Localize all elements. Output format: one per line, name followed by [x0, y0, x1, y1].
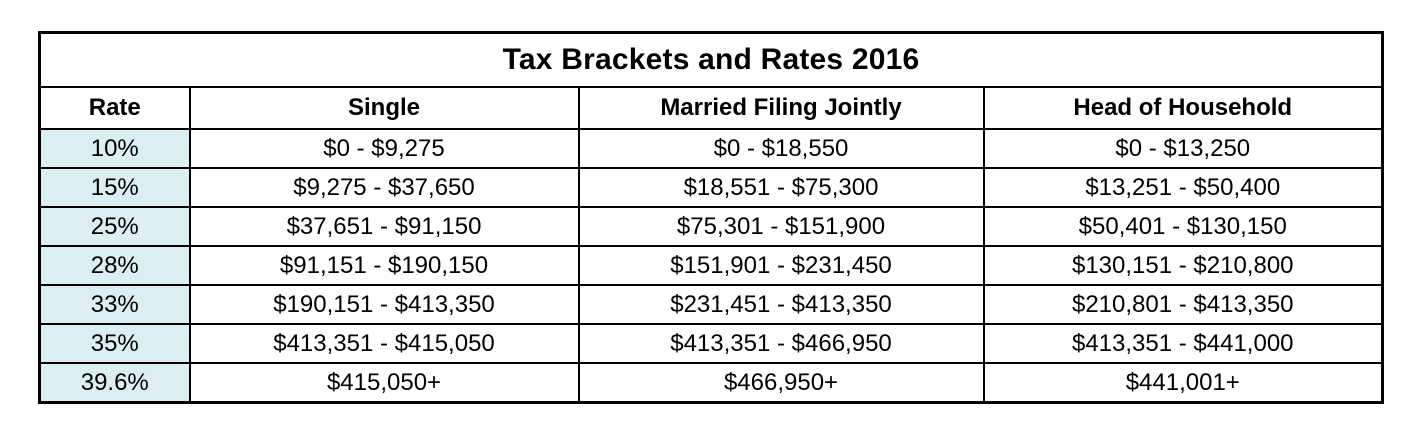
tax-brackets-table: Tax Brackets and Rates 2016 Rate Single …	[38, 31, 1384, 404]
rate-cell: 15%	[38, 167, 191, 208]
table-row: 25% $37,651 - $91,150 $75,301 - $151,900…	[38, 206, 1384, 247]
single-range-cell: $91,151 - $190,150	[188, 245, 580, 286]
single-range-cell: $415,050+	[188, 362, 580, 404]
table-header-row: Rate Single Married Filing Jointly Head …	[38, 86, 1384, 130]
table-row: 15% $9,275 - $37,650 $18,551 - $75,300 $…	[38, 167, 1384, 208]
column-header-married-filing-jointly: Married Filing Jointly	[577, 86, 985, 130]
rate-cell: 33%	[38, 284, 191, 325]
rate-cell: 28%	[38, 245, 191, 286]
single-range-cell: $190,151 - $413,350	[188, 284, 580, 325]
married-range-cell: $413,351 - $466,950	[577, 323, 985, 364]
hoh-range-cell: $210,801 - $413,350	[982, 284, 1384, 325]
rate-cell: 10%	[38, 128, 191, 169]
hoh-range-cell: $441,001+	[982, 362, 1384, 404]
rate-cell: 35%	[38, 323, 191, 364]
married-range-cell: $231,451 - $413,350	[577, 284, 985, 325]
married-range-cell: $151,901 - $231,450	[577, 245, 985, 286]
column-header-rate: Rate	[38, 86, 191, 130]
married-range-cell: $18,551 - $75,300	[577, 167, 985, 208]
hoh-range-cell: $13,251 - $50,400	[982, 167, 1384, 208]
table-row: 10% $0 - $9,275 $0 - $18,550 $0 - $13,25…	[38, 128, 1384, 169]
single-range-cell: $9,275 - $37,650	[188, 167, 580, 208]
table-title: Tax Brackets and Rates 2016	[38, 31, 1384, 88]
married-range-cell: $75,301 - $151,900	[577, 206, 985, 247]
column-header-head-of-household: Head of Household	[982, 86, 1384, 130]
rate-cell: 25%	[38, 206, 191, 247]
table-title-row: Tax Brackets and Rates 2016	[38, 31, 1384, 88]
married-range-cell: $0 - $18,550	[577, 128, 985, 169]
table-row: 39.6% $415,050+ $466,950+ $441,001+	[38, 362, 1384, 404]
hoh-range-cell: $130,151 - $210,800	[982, 245, 1384, 286]
married-range-cell: $466,950+	[577, 362, 985, 404]
hoh-range-cell: $413,351 - $441,000	[982, 323, 1384, 364]
table-row: 33% $190,151 - $413,350 $231,451 - $413,…	[38, 284, 1384, 325]
rate-cell: 39.6%	[38, 362, 191, 404]
single-range-cell: $413,351 - $415,050	[188, 323, 580, 364]
single-range-cell: $37,651 - $91,150	[188, 206, 580, 247]
hoh-range-cell: $0 - $13,250	[982, 128, 1384, 169]
hoh-range-cell: $50,401 - $130,150	[982, 206, 1384, 247]
table-row: 28% $91,151 - $190,150 $151,901 - $231,4…	[38, 245, 1384, 286]
single-range-cell: $0 - $9,275	[188, 128, 580, 169]
column-header-single: Single	[188, 86, 580, 130]
table-row: 35% $413,351 - $415,050 $413,351 - $466,…	[38, 323, 1384, 364]
